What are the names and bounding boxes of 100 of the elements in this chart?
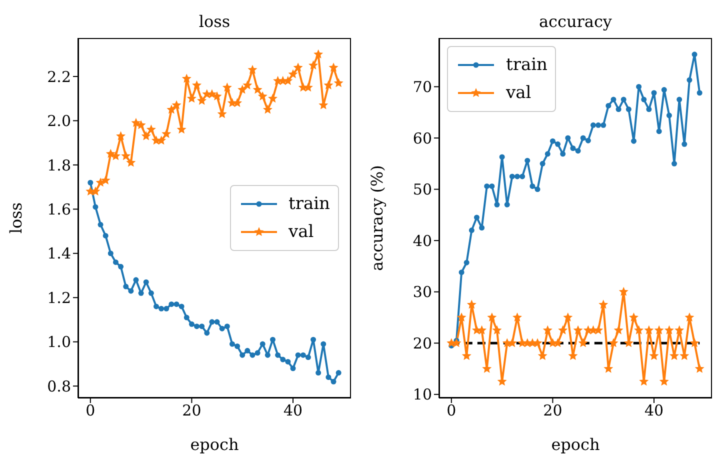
x-tick-label: 20 <box>543 402 562 420</box>
y-tick-label: 2.0 <box>47 112 71 130</box>
point <box>209 319 215 325</box>
point <box>248 64 258 74</box>
point <box>626 106 632 112</box>
point <box>146 124 156 134</box>
point <box>614 325 624 334</box>
point <box>162 128 172 138</box>
point <box>308 60 318 70</box>
point <box>542 325 552 334</box>
point <box>674 325 684 334</box>
point <box>334 78 344 88</box>
point <box>128 288 134 294</box>
point <box>458 270 464 276</box>
point <box>204 330 210 336</box>
point <box>158 306 164 312</box>
point <box>499 154 505 160</box>
point <box>164 306 170 312</box>
point <box>594 325 604 334</box>
point <box>555 141 561 147</box>
point <box>156 136 166 145</box>
legend-label: train <box>506 54 548 77</box>
point <box>326 374 332 380</box>
point <box>229 341 235 347</box>
point <box>186 94 196 103</box>
legend-label: val <box>288 221 314 244</box>
point <box>300 352 306 358</box>
point <box>240 352 246 358</box>
point <box>214 319 220 325</box>
point <box>336 370 342 376</box>
point <box>320 341 326 347</box>
point <box>141 131 151 140</box>
point <box>116 131 126 140</box>
point <box>585 138 591 144</box>
point <box>524 158 530 164</box>
point <box>532 338 542 348</box>
point <box>558 325 568 334</box>
point <box>636 84 642 90</box>
chart-title: accuracy <box>538 12 613 31</box>
y-tick-label: 60 <box>412 129 432 148</box>
point <box>664 325 674 334</box>
point <box>616 106 622 112</box>
point <box>590 122 596 128</box>
point <box>234 344 240 350</box>
point <box>288 69 298 78</box>
y-axis-title: loss <box>6 202 26 234</box>
point <box>464 260 470 266</box>
point <box>600 122 606 128</box>
point <box>684 312 694 322</box>
point <box>258 91 268 100</box>
point <box>314 49 324 58</box>
point <box>452 338 462 348</box>
legend-label: val <box>506 82 532 105</box>
point <box>661 87 667 93</box>
point <box>606 102 612 108</box>
y-tick-label: 30 <box>412 283 432 302</box>
point <box>143 279 149 285</box>
x-tick-label: 40 <box>283 402 303 420</box>
point <box>324 80 334 90</box>
point <box>666 112 672 118</box>
x-axis-title: epoch <box>190 435 239 454</box>
point <box>540 160 546 166</box>
y-tick-label: 40 <box>412 232 432 250</box>
point <box>646 106 652 112</box>
chart-title: loss <box>198 12 232 31</box>
point <box>242 80 252 90</box>
y-tick-label: 10 <box>412 386 432 404</box>
y-tick-label: 1.6 <box>47 200 71 218</box>
y-tick-label: 0.8 <box>47 377 71 396</box>
point <box>509 174 515 180</box>
point <box>283 76 293 85</box>
point <box>290 366 296 372</box>
point <box>630 138 636 144</box>
point <box>184 314 190 320</box>
point <box>126 158 136 167</box>
point <box>628 312 638 322</box>
point <box>618 286 628 296</box>
point <box>250 352 256 358</box>
point <box>219 326 225 332</box>
point <box>694 364 704 373</box>
point <box>676 96 682 102</box>
point <box>222 82 232 92</box>
point <box>477 325 487 334</box>
point <box>692 52 698 58</box>
point <box>565 135 571 141</box>
point <box>98 222 104 228</box>
point <box>172 100 182 110</box>
point <box>88 180 94 186</box>
point <box>570 146 576 152</box>
point <box>192 80 202 90</box>
point <box>328 62 338 72</box>
point <box>238 84 248 94</box>
point <box>494 202 500 208</box>
point <box>268 94 278 103</box>
point <box>560 151 566 157</box>
point <box>295 352 301 358</box>
point <box>620 96 626 102</box>
point <box>316 370 322 376</box>
y-tick-label: 1.2 <box>47 288 71 307</box>
point <box>553 338 563 348</box>
